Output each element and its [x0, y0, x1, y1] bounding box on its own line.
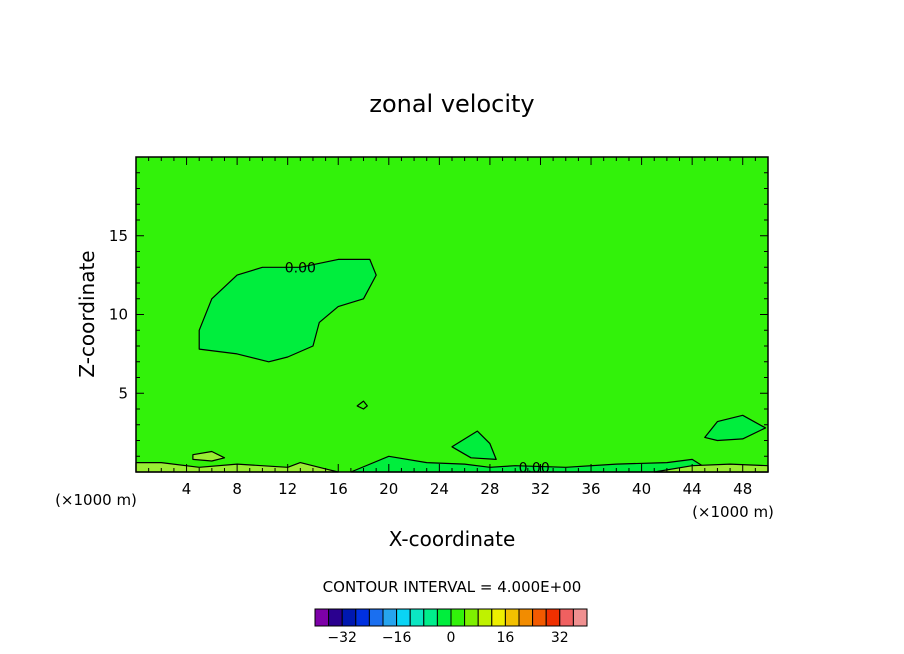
chart-title: zonal velocity: [369, 90, 534, 118]
x-unit-left: (×1000 m): [55, 491, 137, 509]
y-tick-label: 15: [109, 227, 128, 245]
colorbar-cell: [518, 608, 534, 627]
colorbar-cell: [409, 608, 425, 627]
contour-mid-cell: [451, 430, 497, 460]
x-tick-label: 4: [182, 480, 192, 498]
y-axis-label: Z-coordinate: [75, 250, 99, 377]
colorbar-cell: [382, 608, 398, 627]
colorbar-cell: [314, 608, 330, 627]
y-tick-label: 5: [118, 384, 128, 402]
contour-interval-label: CONTOUR INTERVAL = 4.000E+00: [323, 578, 582, 596]
colorbar-tick-label: 0: [447, 630, 456, 646]
x-tick-label: 8: [232, 480, 242, 498]
colorbar-cell: [436, 608, 452, 627]
x-tick-label: 48: [733, 480, 752, 498]
colorbar-cell: [532, 608, 547, 627]
contour-bubble: [356, 400, 368, 410]
colorbar-cell: [572, 608, 588, 627]
colorbar-cell: [504, 608, 520, 627]
colorbar-cell: [396, 608, 411, 627]
colorbar: −32 −16 0 16 32: [314, 608, 588, 646]
x-tick-label: 20: [379, 480, 398, 498]
colorbar-cell: [341, 608, 357, 627]
x-tick-label: 16: [329, 480, 348, 498]
colorbar-tick-label: 32: [551, 630, 569, 646]
contour-upper-cell: [198, 258, 377, 363]
colorbar-cell: [328, 608, 343, 627]
x-unit-right: (×1000 m): [692, 503, 774, 521]
x-axis-label: X-coordinate: [389, 527, 516, 551]
contour-left-patch: [192, 450, 226, 462]
x-tick-label: 44: [683, 480, 702, 498]
colorbar-cell: [559, 608, 574, 627]
contour-label: 0.00: [519, 460, 550, 476]
contour-right-cell: [704, 414, 767, 442]
colorbar-cell: [545, 608, 561, 627]
y-tick-label: 10: [109, 306, 128, 324]
colorbar-cell: [491, 608, 506, 627]
x-tick-label: 24: [430, 480, 449, 498]
colorbar-tick-label: −32: [327, 630, 357, 646]
colorbar-cell: [355, 608, 370, 627]
x-tick-label: 40: [632, 480, 651, 498]
colorbar-cell: [450, 608, 466, 627]
colorbar-cell: [423, 608, 438, 627]
contour-label: 0.00: [285, 260, 316, 276]
x-tick-label: 28: [480, 480, 499, 498]
colorbar-cell: [464, 608, 479, 627]
colorbar-cell: [477, 608, 493, 627]
x-tick-label: 32: [531, 480, 550, 498]
colorbar-tick-label: −16: [382, 630, 412, 646]
x-tick-label: 36: [581, 480, 600, 498]
x-tick-label: 12: [278, 480, 297, 498]
colorbar-tick-label: 16: [496, 630, 514, 646]
colorbar-cell: [368, 608, 384, 627]
